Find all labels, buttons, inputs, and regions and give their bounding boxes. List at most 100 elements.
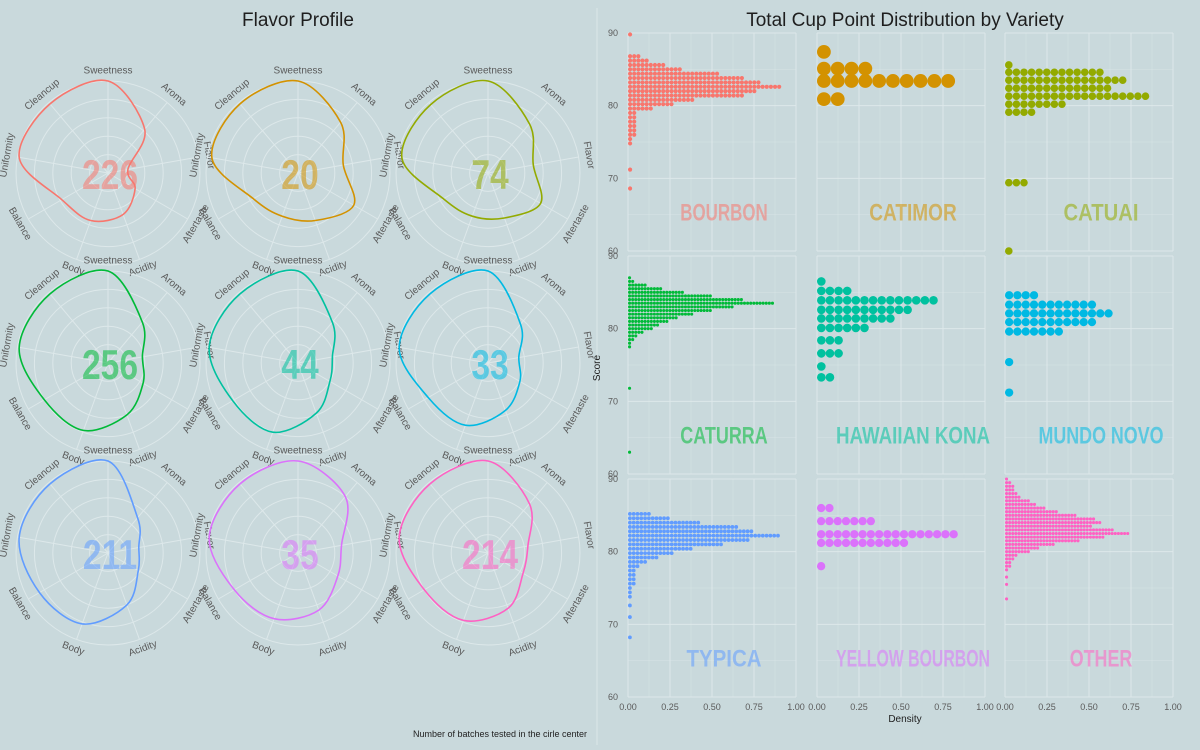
dot (730, 533, 735, 538)
y-tick-label: 80 (608, 547, 618, 557)
dot (684, 520, 689, 525)
dot (1045, 539, 1049, 543)
dot (1014, 528, 1018, 532)
dot (661, 75, 666, 81)
dot (674, 294, 678, 298)
dot (631, 520, 636, 525)
dot (661, 80, 666, 85)
dot (662, 551, 666, 556)
dot (669, 525, 674, 529)
dot (1050, 84, 1059, 93)
dot (628, 603, 632, 608)
dot (628, 334, 632, 338)
dot (1012, 68, 1021, 77)
dot (1008, 528, 1012, 532)
dot (687, 294, 691, 298)
dot (1095, 531, 1099, 536)
dot (727, 301, 731, 305)
dot (1020, 502, 1024, 506)
dot (669, 80, 674, 85)
dot (640, 305, 644, 309)
dot (1087, 309, 1097, 318)
dot (636, 97, 641, 102)
dot (671, 305, 675, 309)
dot (694, 75, 699, 81)
dot (628, 80, 633, 85)
dot (741, 533, 746, 538)
y-tick-label: 70 (608, 173, 618, 183)
dot (726, 533, 731, 538)
dot (1048, 524, 1052, 528)
dot (749, 533, 754, 538)
radar-shape-other (398, 459, 533, 622)
dot (1039, 542, 1043, 546)
dot (628, 137, 633, 142)
dot (631, 516, 636, 521)
dot (639, 542, 644, 547)
batch-count-caturra: 256 (82, 343, 138, 389)
radar-spoke (487, 172, 568, 220)
dot (850, 538, 859, 548)
dot (1088, 76, 1097, 85)
dot (886, 305, 895, 315)
dot (632, 75, 637, 81)
dot (1029, 327, 1039, 336)
dot (681, 538, 685, 542)
dot (634, 319, 638, 323)
radar-shape-hawaiian-kona (208, 269, 336, 434)
radar-spoke (487, 346, 579, 364)
dot (1005, 357, 1014, 367)
radar-spoke (487, 482, 548, 554)
dot (662, 516, 666, 521)
dot (634, 290, 638, 294)
dot (650, 538, 655, 542)
y-tick-label: 60 (608, 246, 618, 256)
dot (628, 123, 633, 129)
dot (1020, 542, 1024, 546)
x-tick-label: 0.25 (1038, 702, 1056, 712)
dot (631, 551, 636, 556)
dot (1051, 542, 1055, 546)
dot (1054, 317, 1063, 327)
dot (696, 520, 701, 525)
dot (646, 316, 650, 320)
dot (707, 538, 712, 542)
dot (1029, 510, 1033, 514)
radar-axis-label: Sweetness (84, 66, 133, 77)
dot (677, 525, 682, 529)
dot (1014, 499, 1018, 503)
dot (705, 301, 709, 305)
dot (1032, 535, 1037, 539)
dot (768, 84, 773, 89)
dot (1005, 553, 1009, 557)
dot (628, 341, 632, 345)
dot (683, 298, 688, 302)
dot (628, 294, 632, 298)
dot (877, 305, 887, 315)
dot (1085, 531, 1089, 536)
dot (738, 529, 742, 534)
dot (920, 296, 930, 305)
radar-spoke (107, 346, 199, 364)
radar-spoke (297, 172, 330, 260)
dot (1039, 539, 1043, 543)
dot (685, 89, 691, 94)
dot (1051, 524, 1055, 528)
radar-shape-bourbon (18, 79, 146, 223)
dot (1029, 502, 1033, 506)
dot (628, 276, 632, 280)
dot (692, 533, 697, 538)
dot (646, 520, 651, 525)
dot (646, 533, 651, 538)
dot (1005, 61, 1013, 69)
dot (715, 529, 720, 534)
dot (681, 93, 686, 98)
dot (690, 97, 695, 102)
dot (1045, 531, 1049, 536)
radar-grid: SweetnessAromaFlavorAftertasteAcidityBod… (0, 66, 596, 660)
dot (646, 305, 650, 309)
dot (817, 349, 826, 358)
dot (652, 71, 657, 76)
dot (1058, 92, 1066, 101)
dot (634, 294, 638, 298)
